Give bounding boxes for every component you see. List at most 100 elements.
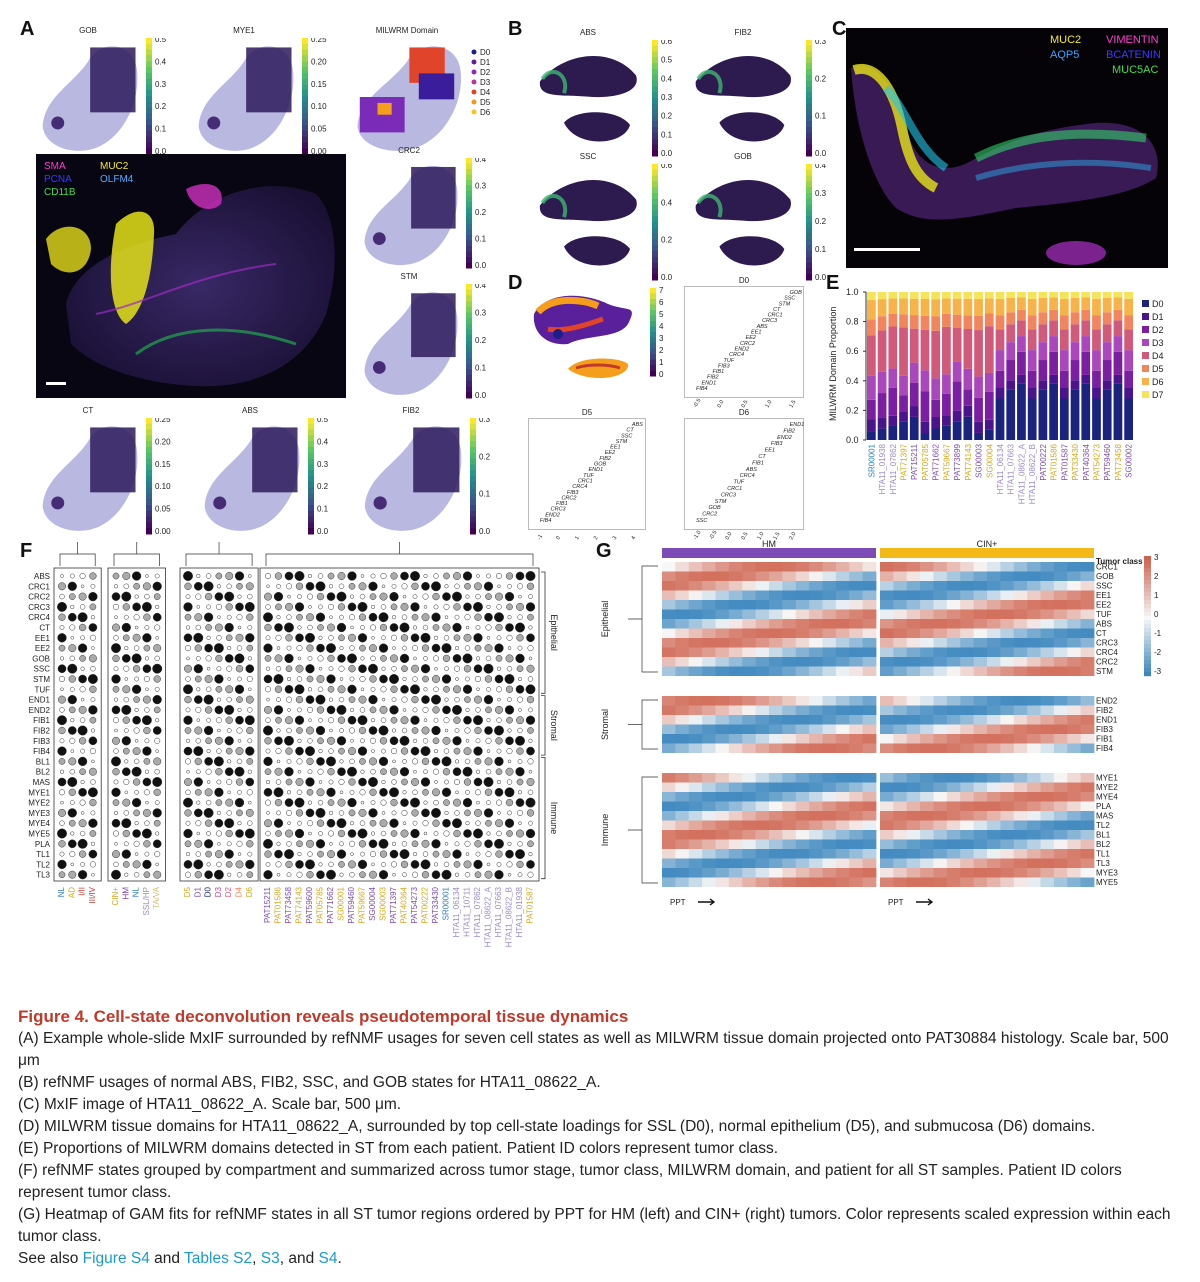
panel-e-bar-seg: [1006, 312, 1016, 325]
panel-g-cell: [1040, 877, 1055, 887]
panel-g-cell: [1027, 581, 1041, 591]
panel-f-dot: [516, 634, 524, 642]
panel-g-scale-tick: 0: [1154, 610, 1159, 619]
panel-f-dot: [381, 811, 386, 815]
panel-f-dot: [347, 797, 357, 808]
panel-g-cell: [662, 830, 676, 840]
panel-g-cell: [973, 715, 988, 725]
panel-f-dot: [455, 677, 459, 681]
panel-f-dot: [58, 695, 66, 704]
panel-f-dot: [347, 602, 357, 612]
panel-g-ppt-label: PPT: [888, 898, 904, 907]
panel-e-bar-seg: [1038, 360, 1048, 381]
panel-f-dot: [214, 674, 224, 684]
panel-g-scale-tick: -1: [1154, 629, 1162, 638]
panel-g-section-label: Immune: [600, 814, 610, 847]
panel-g-cell: [755, 600, 770, 610]
panel-f-dot: [90, 583, 96, 589]
panel-g-cell: [960, 734, 975, 744]
panel-f-dot: [378, 643, 389, 653]
thumb-b-fib2: FIB2 0.3 0.2 0.1 0.0: [684, 28, 842, 160]
panel-f-dot: [193, 808, 203, 818]
panel-f-dot: [412, 820, 418, 826]
panel-g-cell: [675, 868, 690, 878]
panel-f-dot: [507, 841, 512, 846]
panel-d-cbar-seg: [650, 315, 656, 322]
panel-g-cell: [782, 877, 797, 887]
thumb-ct-tick: 0.20: [155, 437, 171, 446]
panel-g-cell: [782, 734, 797, 744]
panel-g-cell: [946, 849, 961, 859]
panel-f-dot: [359, 871, 366, 879]
panel-g-cell: [702, 715, 716, 725]
panel-e-bar-seg: [952, 421, 962, 440]
panel-e-bar-seg: [1049, 309, 1058, 321]
panel-g-cell: [1000, 839, 1015, 849]
panel-f-dot: [88, 736, 98, 746]
panel-g-cell: [960, 647, 975, 657]
panel-e-bar-seg: [1113, 309, 1123, 321]
panel-g-cell: [755, 705, 770, 715]
panel-f-dot: [402, 645, 407, 651]
panel-g-cell: [782, 619, 797, 629]
panel-f-dot: [58, 871, 66, 879]
panel-e-bar-seg: [1059, 370, 1069, 388]
link-table-s2[interactable]: Tables S2: [184, 1250, 253, 1267]
panel-g-cell: [973, 839, 988, 849]
panel-f-dot: [315, 807, 326, 818]
panel-f-dot: [475, 625, 481, 630]
panel-f-dot: [369, 644, 377, 653]
panel-d-d0-xtick: 1.5: [789, 399, 798, 409]
panel-g-cell: [782, 811, 797, 821]
panel-g-cell: [822, 647, 837, 657]
panel-g-cell: [1000, 666, 1015, 676]
panel-f-dot: [215, 603, 222, 610]
panel-g-cell: [1067, 590, 1082, 600]
panel-f-dot: [206, 635, 211, 640]
link-table-s3[interactable]: S3: [260, 1250, 280, 1267]
panel-f-dot: [326, 869, 336, 880]
panel-f-dot: [326, 818, 336, 828]
panel-f-dot: [390, 572, 398, 580]
panel-e-bar-seg: [931, 417, 941, 429]
panel-f-dot: [326, 705, 336, 715]
link-table-s4[interactable]: S4: [318, 1250, 338, 1267]
panel-f-dot: [336, 736, 347, 746]
panel-f-dot: [370, 655, 376, 662]
panel-e-bar-seg: [1017, 292, 1026, 298]
panel-f-dot: [360, 851, 365, 857]
link-figure-s4[interactable]: Figure S4: [82, 1250, 150, 1267]
panel-f-dot: [196, 573, 201, 579]
panel-g-cell: [835, 696, 850, 706]
panel-g-cell: [987, 581, 1001, 591]
panel-g-cell: [809, 609, 823, 619]
panel-g-cell: [893, 839, 908, 849]
panel-e-legend-label: D5: [1152, 364, 1164, 374]
panel-g-cell: [742, 743, 757, 753]
thumb-mye1-plot: 0.250.200.150.100.050.00: [198, 38, 327, 156]
panel-f-dot: [496, 862, 502, 867]
panel-g-cell: [755, 590, 770, 600]
panel-g-cell: [662, 600, 676, 610]
panel-f-dot: [112, 768, 120, 776]
panel-f-dot: [339, 728, 344, 733]
panel-e-bar-seg: [867, 319, 876, 336]
panel-g-cell: [906, 734, 921, 744]
panel-e-bar-seg: [974, 315, 983, 331]
panel-f-dot: [359, 644, 366, 652]
panel-g-cell: [755, 849, 770, 859]
panel-g-cell: [822, 868, 837, 878]
panel-f-dot: [134, 789, 139, 795]
thumb-b-gob-title: GOB: [734, 152, 752, 161]
panel-g-cell: [822, 657, 837, 667]
panel-g-cell: [1053, 571, 1068, 581]
panel-f-dot: [318, 717, 323, 723]
panel-g-cell: [1053, 858, 1068, 868]
panel-f-dot: [526, 809, 535, 817]
panel-f-dot: [225, 634, 233, 642]
panel-g-cell: [662, 571, 676, 581]
panel-f-dot: [497, 584, 501, 589]
panel-e-chart: MILWRM Domain Proportion1.00.80.60.40.20…: [828, 287, 1164, 504]
panel-f-dot: [527, 871, 534, 878]
panel-f-dot: [265, 748, 271, 754]
